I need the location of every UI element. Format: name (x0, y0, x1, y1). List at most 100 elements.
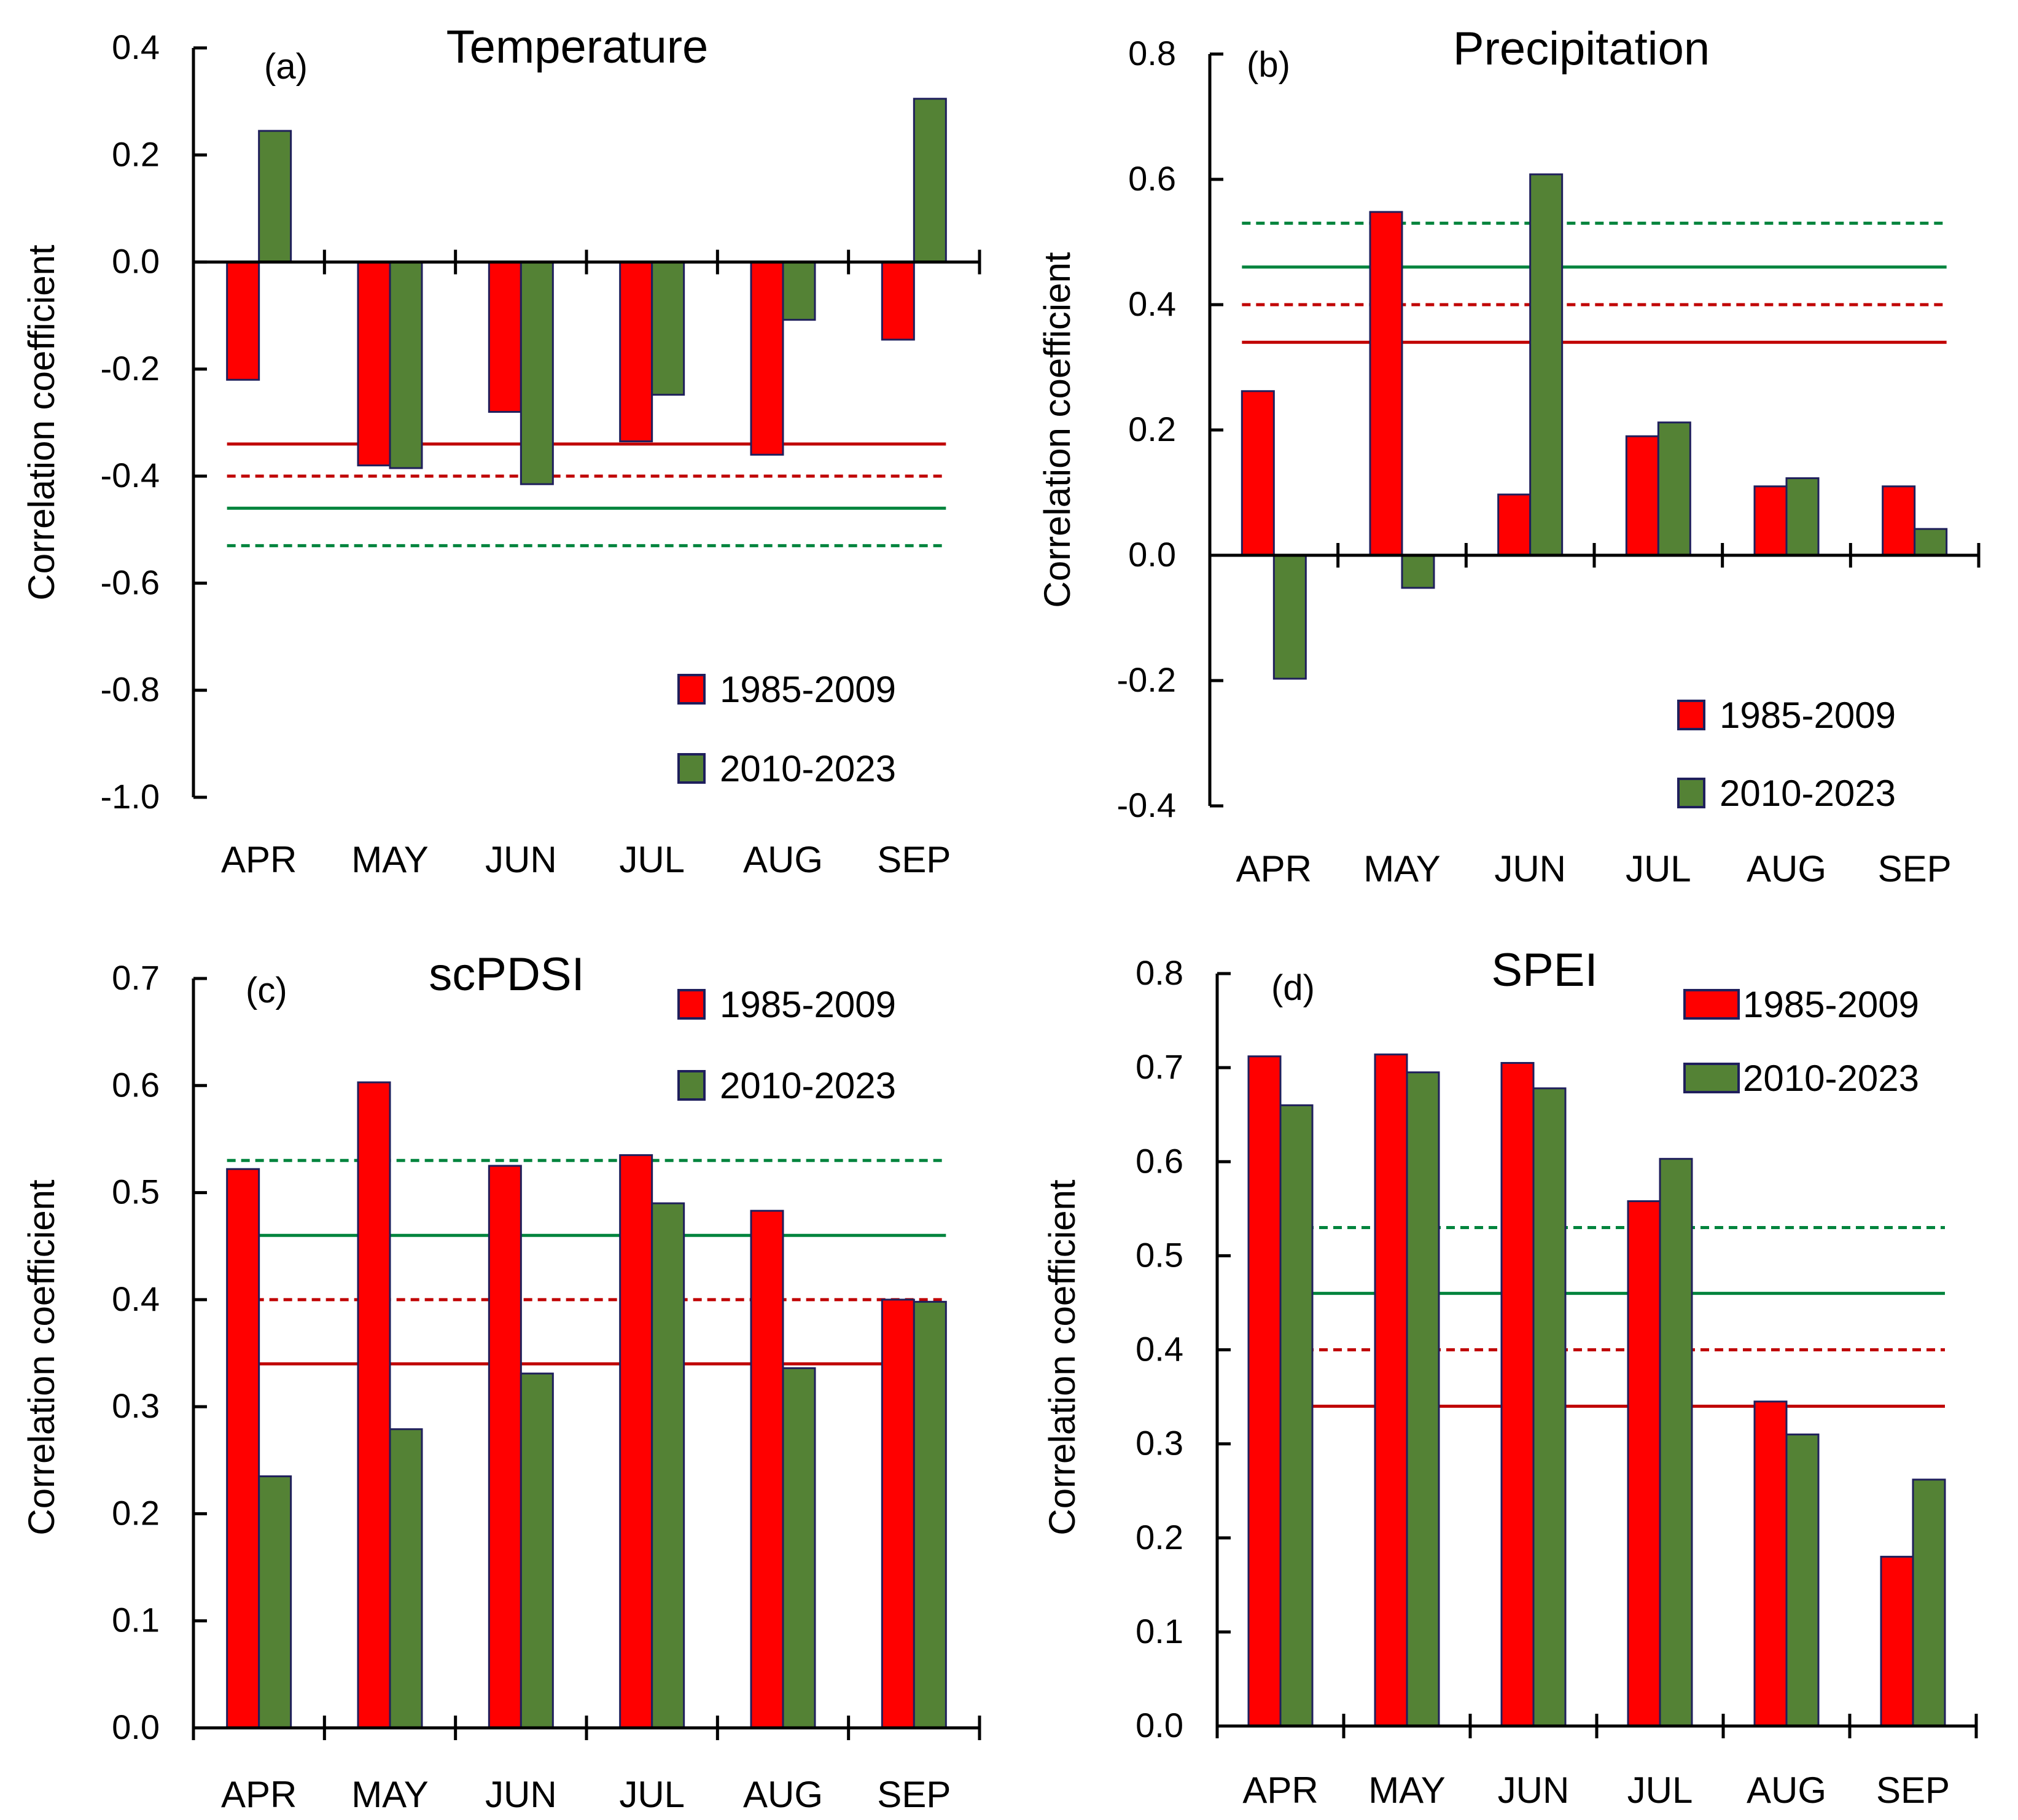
bar-2010-2023-sep (913, 98, 947, 264)
bar-2010-2023-sep (1914, 528, 1948, 557)
y-axis-label: Correlation coefficient (21, 1179, 62, 1536)
x-tick-label: APR (221, 839, 297, 880)
y-tick-label: 0.5 (112, 1173, 160, 1211)
chart-title: Temperature (446, 21, 709, 73)
panel-label: (c) (246, 971, 287, 1010)
bar-1985-2009-jun (1500, 1061, 1535, 1727)
y-tick-label: -0.6 (101, 563, 160, 601)
bar-1985-2009-apr (226, 1168, 260, 1729)
y-tick-label: 0.2 (112, 1493, 160, 1532)
x-tick-label: AUG (743, 839, 823, 880)
y-tick-label: 0.4 (1136, 1330, 1183, 1369)
bar-1985-2009-aug (750, 1209, 784, 1729)
x-tick-label: JUL (1626, 848, 1691, 889)
y-tick-label: -0.4 (101, 456, 160, 494)
bar-2010-2023-jun (520, 1372, 554, 1729)
bar-1985-2009-jun (1497, 493, 1532, 557)
x-tick-label: MAY (351, 839, 429, 880)
bar-2010-2023-apr (258, 130, 292, 264)
x-tick-label: AUG (1747, 848, 1826, 889)
y-axis-label: Correlation coefficient (1042, 1179, 1083, 1536)
x-tick-label: MAY (1368, 1770, 1446, 1811)
bar-1985-2009-sep (1880, 1555, 1914, 1727)
bar-1985-2009-jun (488, 261, 522, 413)
y-axis-label: Correlation coefficient (21, 244, 62, 601)
x-tick-label: SEP (877, 1774, 951, 1815)
bar-2010-2023-aug (782, 1367, 816, 1729)
panel-b: 0.8 0.6 0.4 0.2 0.0 -0.2 -0.4 APR MAY JUN JUL AUG SE… (1037, 23, 1981, 889)
bar-1985-2009-sep (1882, 485, 1916, 557)
y-tick-label: -1.0 (101, 777, 160, 816)
bar-1985-2009-aug (750, 261, 784, 456)
y-tick-label: 0.6 (1128, 159, 1176, 198)
bar-2010-2023-jun (1532, 1087, 1567, 1727)
bar-1985-2009-jul (1625, 435, 1659, 557)
x-tick-label: JUN (1494, 848, 1566, 889)
y-tick-label: 0.4 (1128, 284, 1176, 323)
bar-1985-2009-sep (881, 1299, 915, 1729)
y-tick-label: 0.3 (1136, 1424, 1183, 1463)
legend-label: 2010-2023 (720, 748, 896, 789)
y-tick-label: 0.8 (1128, 34, 1176, 72)
y-tick-label: 0.1 (112, 1601, 160, 1639)
bar-2010-2023-aug (1785, 477, 1820, 557)
y-tick-label: 0.6 (112, 1065, 160, 1104)
bar-2010-2023-may (1401, 554, 1435, 589)
bar-2010-2023-jul (651, 1202, 685, 1729)
x-tick-label: JUL (1627, 1770, 1693, 1811)
legend-label: 2010-2023 (720, 1065, 896, 1106)
bar-2010-2023-jul (1657, 421, 1691, 557)
y-tick-label: 0.2 (1128, 410, 1176, 448)
bar-1985-2009-jul (619, 1154, 653, 1729)
x-tick-label: JUL (619, 1774, 685, 1815)
y-tick-label: 0.4 (112, 28, 160, 66)
y-tick-label: 0.3 (112, 1386, 160, 1425)
bar-2010-2023-aug (782, 261, 816, 321)
x-tick-label: JUN (485, 839, 557, 880)
x-tick-label: AUG (1747, 1770, 1826, 1811)
bar-1985-2009-jul (1627, 1200, 1661, 1727)
x-tick-label: SEP (1876, 1770, 1950, 1811)
y-tick-label: 0.6 (1136, 1141, 1183, 1180)
legend-swatch-2010-2023 (1677, 778, 1705, 808)
panel-label: (d) (1271, 968, 1315, 1008)
x-tick-label: MAY (351, 1774, 429, 1815)
legend: 1985-2009 2010-2023 (1683, 984, 1919, 1099)
bar-2010-2023-jul (651, 261, 685, 396)
bar-1985-2009-may (357, 1081, 391, 1729)
bar-1985-2009-may (1374, 1053, 1408, 1727)
bar-1985-2009-jul (619, 261, 653, 442)
bar-1985-2009-apr (226, 261, 260, 381)
panel-d: 0.8 0.7 0.6 0.5 0.4 0.3 0.2 0.1 0.0 APR MAY JUN JUL A… (1042, 944, 1978, 1811)
bar-1985-2009-apr (1241, 390, 1275, 557)
x-tick-label: APR (1242, 1770, 1318, 1811)
y-tick-label: 0.7 (112, 958, 160, 997)
legend-swatch-2010-2023 (677, 1070, 706, 1101)
bar-2010-2023-jun (520, 261, 554, 485)
bar-2010-2023-apr (1279, 1104, 1314, 1727)
y-tick-label: 0.7 (1136, 1047, 1183, 1086)
y-tick-label: 0.0 (112, 242, 160, 281)
bar-2010-2023-may (1406, 1071, 1440, 1727)
x-tick-label: JUL (619, 839, 685, 880)
y-axis-label: Correlation coefficient (1037, 252, 1078, 608)
y-tick-label: 0.2 (112, 135, 160, 173)
y-tick-label: 0.5 (1136, 1235, 1183, 1274)
bar-2010-2023-apr (258, 1475, 292, 1729)
y-tick-label: -0.4 (1117, 786, 1177, 824)
legend-label: 1985-2009 (1720, 695, 1896, 736)
y-tick-label: -0.2 (101, 349, 160, 388)
panel-label: (a) (264, 47, 308, 87)
panel-c: 0.7 0.6 0.5 0.4 0.3 0.2 0.1 0.0 APR MAY JUN JUL AUG S… (21, 948, 981, 1815)
legend-swatch-1985-2009 (1677, 700, 1705, 730)
x-tick-label: APR (1236, 848, 1312, 889)
bar-1985-2009-may (357, 261, 391, 467)
x-tick-label: MAY (1363, 848, 1441, 889)
bar-2010-2023-jul (1659, 1158, 1693, 1727)
bar-2010-2023-aug (1785, 1433, 1820, 1727)
bar-2010-2023-apr (1272, 554, 1307, 680)
x-tick-label: SEP (877, 839, 951, 880)
legend-swatch-1985-2009 (677, 989, 706, 1020)
y-tick-label: 0.1 (1136, 1612, 1183, 1650)
